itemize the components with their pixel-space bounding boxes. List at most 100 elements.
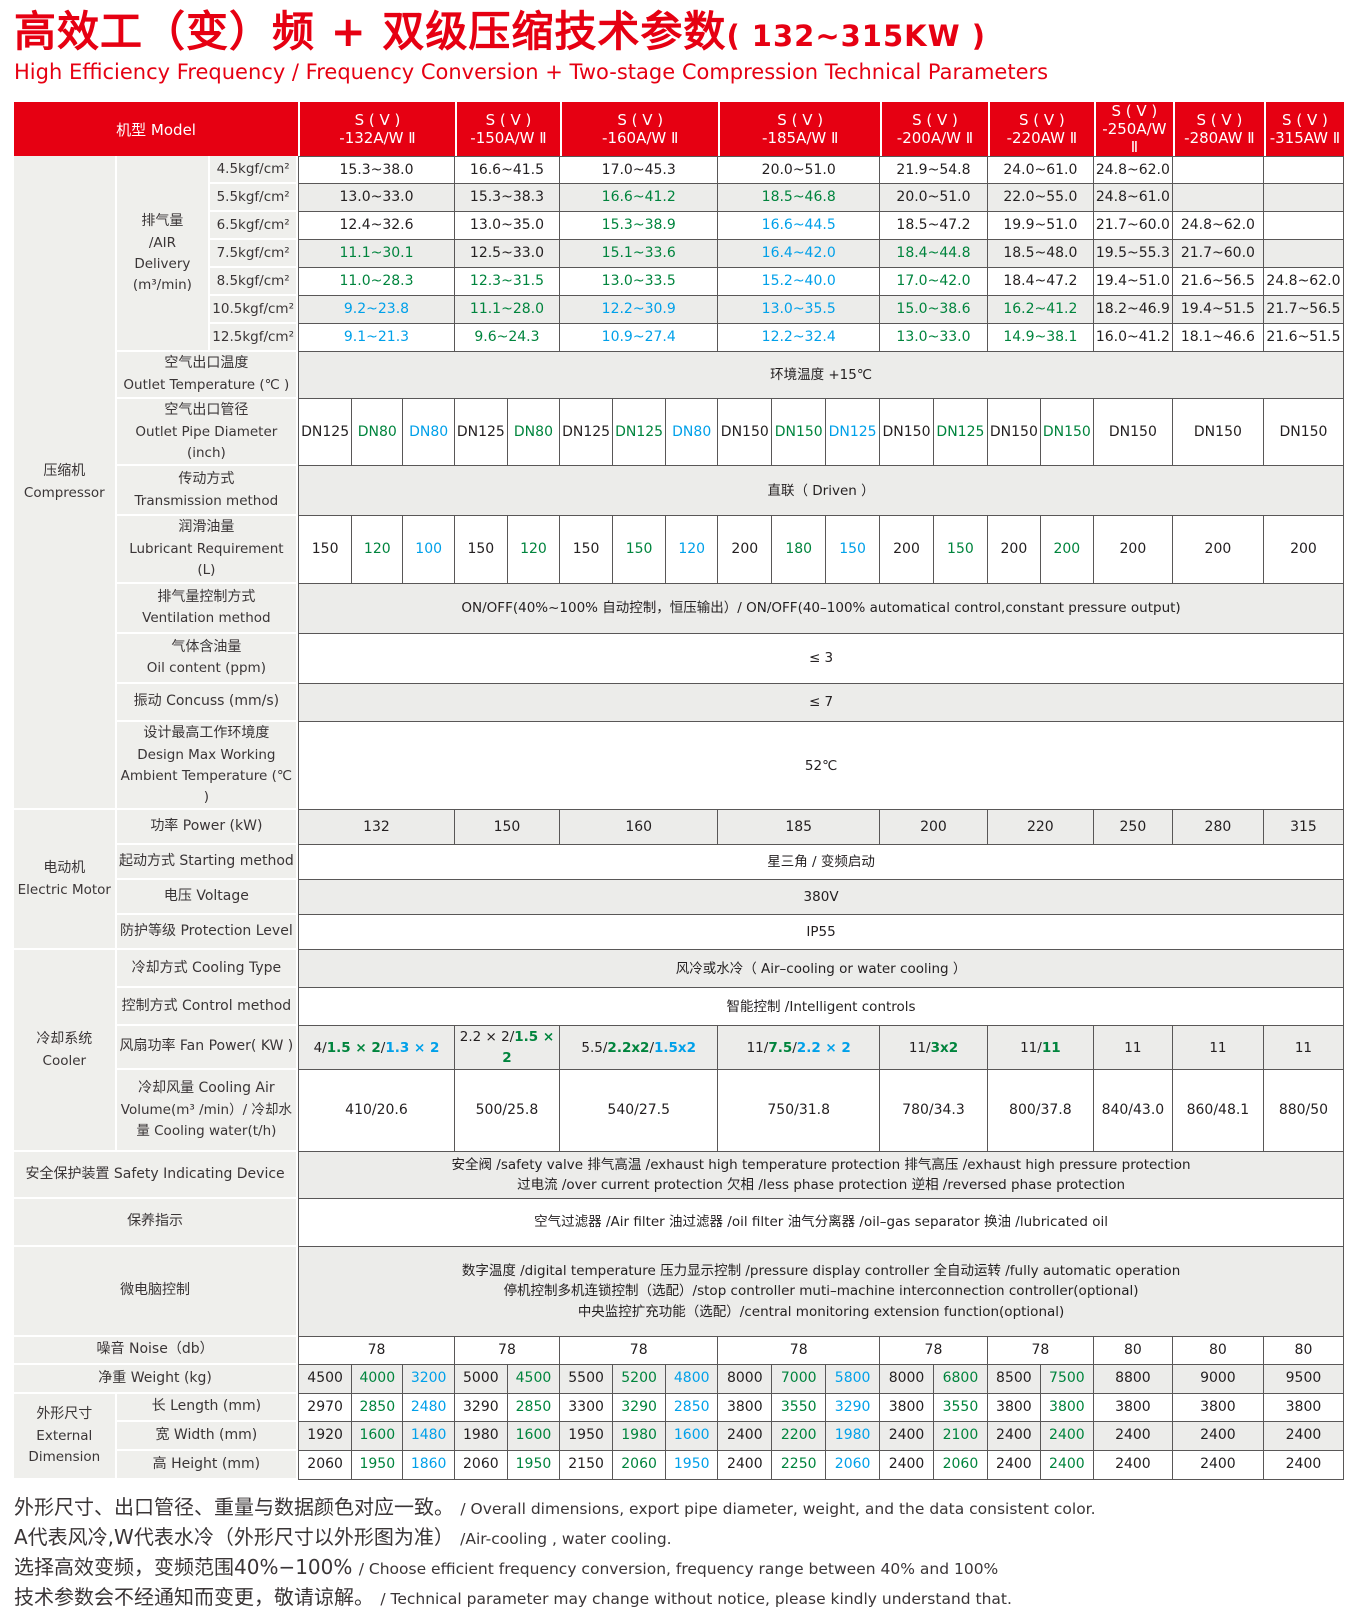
value-cell: 78 (718, 1336, 881, 1365)
value-cell: 2400 (880, 1450, 934, 1480)
fan-power-segment: 5.5 (581, 1039, 603, 1056)
value-cell: 13.0~33.0 (298, 184, 455, 213)
footer-note: 选择高效变频，变频范围40%−100% / Choose efficient f… (14, 1554, 1344, 1581)
model-header-line: S ( V ) (485, 111, 532, 130)
row-label-line: Ventilation method (142, 610, 271, 627)
value-cell: 12.2~30.9 (560, 296, 719, 325)
value-cell: DN150 (1172, 398, 1264, 467)
row-label-line: Outlet Temperature (℃ ) (123, 376, 290, 393)
value-cell: DN125 (933, 398, 988, 467)
value-cell-fan-power: 11/11 (987, 1026, 1094, 1070)
table-row: 10.5kgf/cm² 9.2~23.8 11.1~28.0 12.2~30.9 13.… (14, 296, 1344, 325)
value-line: 环境温度 +15℃ (770, 366, 873, 383)
value-cell: 18.4~47.2 (987, 268, 1094, 297)
value-cell: DN125 (560, 398, 614, 467)
table-row: 净重 Weight (kg) 4500 4000 3200 5000 4500 5500 52… (14, 1364, 1344, 1394)
value-cell: 15.3~38.9 (560, 212, 719, 241)
value-cell: 1950 (352, 1450, 404, 1480)
section-label-line: Dimension (28, 1448, 101, 1465)
section-label-line: Compressor (23, 484, 105, 501)
value-cell: 3800 (1263, 1393, 1344, 1422)
value-cell: 17.0~42.0 (880, 268, 988, 297)
footer-note-zh: A代表风冷,W代表水冷（外形尺寸以外形图为准） (14, 1524, 461, 1549)
value-cell: 8000 (880, 1364, 934, 1394)
model-header-cell: S ( V ) -315AW Ⅱ (1263, 102, 1344, 157)
section-label: 外形尺寸 External Dimension (14, 1393, 117, 1480)
value-line: 直联（ Driven ） (767, 482, 875, 499)
value-cell: 18.2~46.9 (1093, 296, 1173, 325)
value-cell: 19.4~51.5 (1172, 296, 1264, 325)
value-cell: DN80 (507, 398, 561, 467)
model-header-line: -280AW Ⅱ (1184, 129, 1255, 148)
footer-note: 外形尺寸、出口管径、重量与数据颜色对应一致。 / Overall dimensi… (14, 1494, 1344, 1521)
value-cell: 2850 (507, 1393, 561, 1422)
row-label-line: 安全保护装置 Safety Indicating Device (25, 1165, 285, 1182)
row-label: 功率 Power (kW) (116, 810, 299, 846)
fan-power-segment: 2.2 × 2 (459, 1029, 510, 1046)
value-cell: 78 (880, 1336, 988, 1365)
row-label-line: Lubricant Requirement (L) (129, 541, 284, 579)
row-label: 净重 Weight (kg) (14, 1364, 299, 1394)
fan-power-segment: 11 (1124, 1039, 1142, 1056)
value-cell: 2400 (718, 1450, 773, 1480)
row-label: 长 Length (mm) (116, 1393, 299, 1422)
pressure-label: 4.5kgf/cm² (210, 156, 299, 185)
fan-power-segment: 2.2x2 (607, 1039, 650, 1056)
table-body: 压缩机 Compressor 排气量/AIR Delivery (m³/min) 4.5k… (14, 156, 1344, 1480)
model-header-line: -185A/W Ⅱ (762, 129, 839, 148)
table-row: 7.5kgf/cm² 11.1~30.1 12.5~33.0 15.1~33.6 16.… (14, 240, 1344, 269)
value-cell: 2400 (1093, 1421, 1173, 1451)
value-cell: 1950 (666, 1450, 719, 1480)
value-cell: 80 (1263, 1336, 1344, 1365)
table-row: 传动方式 Transmission method 直联（ Driven ） (14, 466, 1344, 517)
value-cell: 78 (454, 1336, 561, 1365)
value-cell: 21.9~54.8 (880, 156, 988, 185)
value-cell: 150 (560, 516, 614, 584)
row-label-line: 电压 Voltage (163, 888, 249, 905)
value-cell: DN150 (718, 398, 773, 467)
value-line: 52℃ (804, 757, 838, 774)
row-label-line: Volume(m³ /min）/ 冷却水 (120, 1101, 292, 1118)
value-cell: 11.0~28.3 (298, 268, 455, 297)
value-cell: 24.8~62.0 (1093, 156, 1173, 185)
value-line: ≤ 3 (808, 650, 834, 667)
value-line: 数字温度 /digital temperature 压力显示控制 /pressu… (461, 1263, 1181, 1280)
value-cell: 3290 (826, 1393, 881, 1422)
value-cell: 7500 (1040, 1364, 1094, 1394)
table-row: 宽 Width (mm) 1920 1600 1480 1980 1600 1950 1980… (14, 1421, 1344, 1451)
fan-power-segment: 4 (313, 1039, 323, 1056)
value-cell: DN125 (613, 398, 667, 467)
row-label-line: 风扇功率 Fan Power( KW ) (119, 1038, 294, 1055)
section-label-line: 电动机 (43, 860, 86, 877)
value-cell: DN150 (880, 398, 934, 467)
table-row: 气体含油量 Oil content (ppm) ≤ 3 (14, 633, 1344, 684)
value-cell: 3290 (454, 1393, 508, 1422)
value-cell: 2400 (987, 1450, 1041, 1480)
value-cell: DN150 (1040, 398, 1094, 467)
model-header-line: S ( V ) (1196, 111, 1243, 130)
value-cell-fan-power: 2.2 × 2/1.5 × 2 (454, 1026, 561, 1070)
fan-power-segment: 2.2 × 2 (796, 1039, 851, 1056)
model-header-cell: S ( V ) -200A/W Ⅱ (880, 102, 988, 157)
page-title-kw-range: ( 132~315KW ) (726, 19, 986, 53)
footer-note-en: / Technical parameter may change without… (380, 1589, 1012, 1608)
value-cell: 16.6~41.5 (454, 156, 561, 185)
value-cell: 9.1~21.3 (298, 324, 455, 353)
value-cell: 13.0~35.0 (454, 212, 561, 241)
group-label-line: 排气量 (141, 213, 184, 230)
value-cell: 80 (1172, 1336, 1264, 1365)
fan-power-segment: 1.5 × 2 (502, 1029, 555, 1066)
value-cell: 14.9~38.1 (987, 324, 1094, 353)
value-line: 风冷或水冷（ Air–cooling or water cooling ） (675, 960, 967, 977)
table-row: 控制方式 Control method 智能控制 /Intelligent con… (14, 988, 1344, 1027)
row-label: 气体含油量 Oil content (ppm) (116, 633, 299, 684)
table-row: 噪音 Noise（db） 78 78 78 78 78 78 80 80 80 (14, 1336, 1344, 1365)
air-delivery-group-label: 排气量/AIR Delivery (m³/min) (116, 156, 211, 353)
value-cell: 1980 (826, 1421, 881, 1451)
value-cell: 2150 (560, 1450, 614, 1480)
row-label-line: 长 Length (mm) (151, 1398, 262, 1415)
value-cell: 250 (1093, 810, 1173, 846)
model-header-line: -315AW Ⅱ (1269, 129, 1341, 148)
value-cell: 200 (880, 810, 988, 846)
